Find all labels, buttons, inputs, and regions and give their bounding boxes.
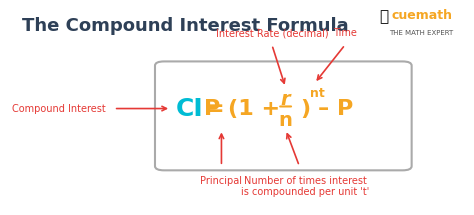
Text: The Compound Interest Formula: The Compound Interest Formula bbox=[22, 17, 349, 35]
Text: nt: nt bbox=[310, 87, 325, 100]
Text: Interest Rate (decimal): Interest Rate (decimal) bbox=[216, 28, 328, 38]
Text: n: n bbox=[279, 111, 292, 130]
Text: ): ) bbox=[300, 98, 310, 118]
Text: Time: Time bbox=[333, 28, 357, 38]
Text: THE MATH EXPERT: THE MATH EXPERT bbox=[389, 30, 453, 36]
FancyBboxPatch shape bbox=[155, 61, 411, 170]
Text: Principal: Principal bbox=[201, 176, 242, 186]
Text: P (1 +: P (1 + bbox=[204, 98, 280, 118]
Text: =: = bbox=[205, 98, 224, 118]
Text: cuemath: cuemath bbox=[392, 9, 453, 22]
Text: 🚀: 🚀 bbox=[380, 9, 389, 24]
Text: – P: – P bbox=[319, 98, 354, 118]
Text: CI: CI bbox=[175, 97, 203, 121]
Text: r: r bbox=[281, 90, 291, 109]
Text: Compound Interest: Compound Interest bbox=[12, 104, 106, 114]
Text: Number of times interest
is compounded per unit 't': Number of times interest is compounded p… bbox=[241, 176, 369, 197]
